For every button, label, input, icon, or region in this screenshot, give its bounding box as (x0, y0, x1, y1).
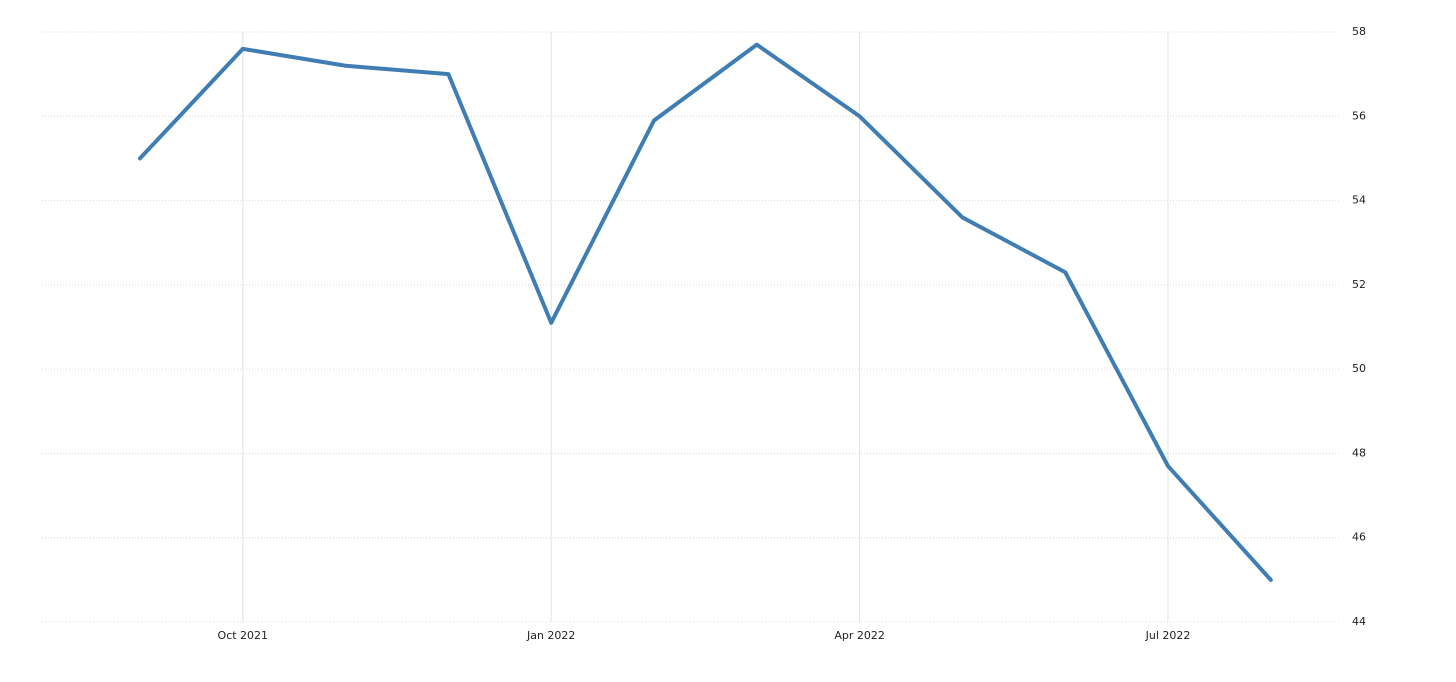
x-tick-label: Jul 2022 (1145, 629, 1191, 642)
y-tick-label: 54 (1352, 194, 1366, 207)
x-tick-label: Jan 2022 (526, 629, 575, 642)
data-line (138, 42, 1273, 582)
y-tick-label: 44 (1352, 615, 1366, 628)
y-tick-label: 46 (1352, 531, 1366, 544)
y-tick-label: 58 (1352, 25, 1366, 38)
y-tick-label: 48 (1352, 446, 1366, 459)
x-tick-label: Apr 2022 (834, 629, 885, 642)
y-tick-label: 50 (1352, 362, 1366, 375)
y-tick-label: 56 (1352, 109, 1366, 122)
y-tick-label: 52 (1352, 278, 1366, 291)
x-tick-label: Oct 2021 (218, 629, 269, 642)
